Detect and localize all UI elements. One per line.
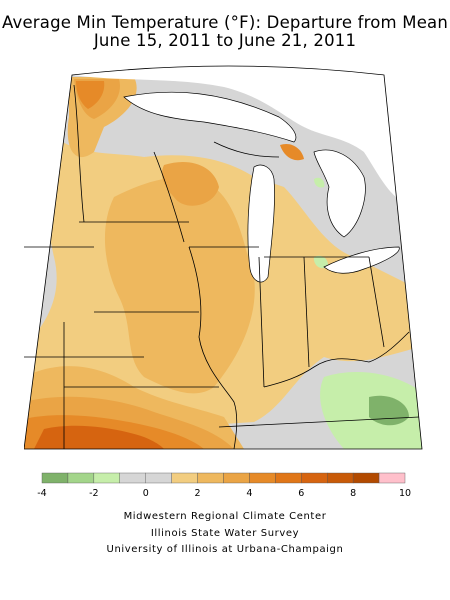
- legend-bin-7: [223, 472, 250, 484]
- legend-tick-label: 10: [399, 488, 411, 499]
- credit-line-2: Illinois State Water Survey: [150, 528, 300, 539]
- anomaly-3-4-wisconsin: [162, 161, 219, 206]
- legend-bin-5: [171, 472, 198, 484]
- anomaly-5-6-south: [34, 425, 164, 449]
- legend-tick-label: 6: [298, 488, 304, 499]
- anomaly-4-5-northwest: [76, 81, 105, 109]
- map-title: Average Min Temperature (°F): Departure …: [1, 13, 449, 32]
- legend-tick-label: -2: [89, 488, 98, 499]
- state-borders: [24, 65, 423, 450]
- anomaly-neg-northern-michigan: [314, 177, 325, 188]
- legend-tick-label: 2: [195, 488, 201, 499]
- legend-bin-13: [378, 472, 406, 484]
- lake-erie: [323, 246, 400, 274]
- anomaly-2-3-central: [104, 177, 255, 394]
- lake-michigan: [247, 164, 275, 283]
- legend-bin-9: [275, 472, 302, 484]
- map-subtitle: June 15, 2011 to June 21, 2011: [93, 31, 357, 50]
- legend-bin-4: [145, 472, 172, 484]
- legend-bin-10: [301, 472, 328, 484]
- legend-bin-11: [327, 472, 354, 484]
- anomaly-neg-michigan: [313, 255, 329, 269]
- legend-tick-label: 4: [246, 488, 252, 499]
- legend-tick-label: 0: [143, 488, 149, 499]
- legend-bin-1: [67, 472, 95, 484]
- canada-unshaded: [72, 66, 396, 197]
- legend-bin-0: [41, 472, 69, 484]
- anomaly-4-5-upper-peninsula: [280, 143, 304, 161]
- legend-bin-6: [197, 472, 224, 484]
- lake-superior: [123, 91, 297, 143]
- legend-tick-label: 8: [350, 488, 356, 499]
- lake-huron: [313, 149, 366, 238]
- departure-map: [24, 65, 423, 450]
- credit-line-1: Midwestern Regional Climate Center: [123, 511, 327, 522]
- legend-colorbar: -4 -2 0 2 4 6 8 10: [37, 472, 411, 499]
- legend-tick-label: -4: [37, 488, 46, 499]
- credit-line-3: University of Illinois at Urbana-Champai…: [106, 544, 344, 555]
- legend-bin-8: [249, 472, 276, 484]
- legend-bin-2: [93, 472, 120, 484]
- legend-bin-12: [352, 472, 380, 484]
- legend-bin-3: [119, 472, 146, 484]
